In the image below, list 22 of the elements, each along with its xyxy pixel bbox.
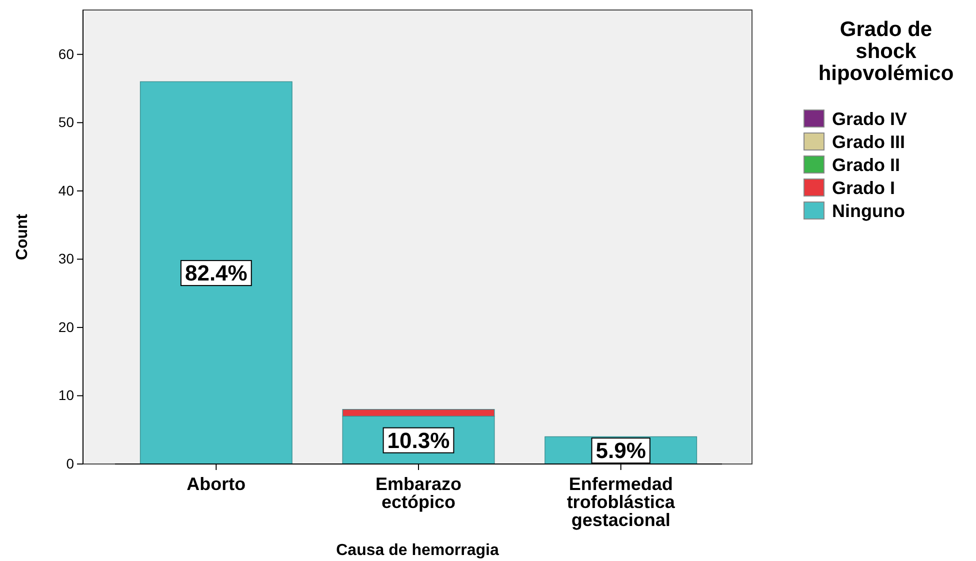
legend-label: Ninguno — [832, 201, 905, 221]
annotation: 82.4% — [184, 260, 248, 286]
legend-title: Grado de shock hipovolémico — [818, 18, 954, 85]
x-tick-label: Embarazo ectópico — [375, 474, 462, 512]
bar — [140, 81, 292, 464]
x-tick-label: Enfermedad trofoblástica gestacional — [566, 474, 676, 530]
legend-label: Grado I — [832, 178, 896, 198]
y-tick-label: 0 — [66, 455, 74, 472]
annotation: 5.9% — [596, 438, 646, 464]
y-tick-label: 30 — [58, 250, 74, 267]
y-tick-label: 60 — [58, 46, 74, 62]
legend-label: Grado III — [832, 132, 906, 152]
x-tick-label: Aborto — [186, 474, 246, 494]
annotation: 10.3% — [387, 428, 450, 453]
y-tick-label: 20 — [58, 318, 74, 335]
legend-label: Grado II — [832, 155, 900, 175]
y-tick-label: 10 — [58, 387, 74, 404]
x-axis-title: Causa de hemorragia — [336, 542, 499, 559]
legend-label: Grado IV — [832, 109, 908, 129]
y-axis-title: Count — [14, 213, 31, 260]
y-tick-label: 50 — [58, 114, 74, 130]
y-tick-label: 40 — [58, 182, 74, 198]
